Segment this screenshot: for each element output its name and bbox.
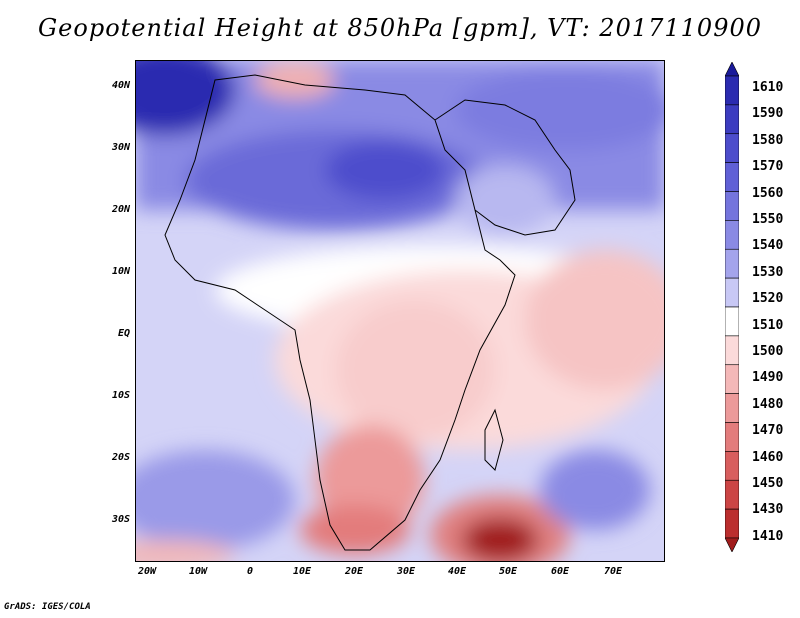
colorbar bbox=[725, 62, 739, 552]
colorbar-swatch bbox=[725, 191, 739, 221]
colorbar-swatch bbox=[725, 422, 739, 452]
geopotential-map bbox=[135, 60, 665, 562]
colorbar-label: 1450 bbox=[752, 476, 784, 491]
colorbar-swatch bbox=[725, 306, 739, 337]
lon-label-20w: 20W bbox=[137, 566, 157, 577]
colorbar-swatch bbox=[725, 162, 739, 192]
lon-label-50e: 50E bbox=[498, 566, 518, 577]
colorbar-swatch bbox=[725, 75, 739, 106]
lon-label-60e: 60E bbox=[550, 566, 570, 577]
colorbar-swatch bbox=[725, 479, 739, 510]
colorbar-label: 1460 bbox=[752, 449, 784, 465]
colorbar-label: 1570 bbox=[752, 159, 784, 175]
grads-credit: GrADS: IGES/COLA bbox=[4, 602, 91, 612]
lat-label-10s: 10S bbox=[111, 390, 130, 401]
lat-label-20n: 20N bbox=[111, 204, 130, 215]
colorbar-swatch bbox=[725, 537, 739, 552]
colorbar-label: 1500 bbox=[752, 344, 784, 359]
colorbar-swatch bbox=[725, 335, 739, 366]
map-title: Geopotential Height at 850hPa [gpm], VT:… bbox=[38, 14, 762, 42]
colorbar-swatch bbox=[725, 393, 739, 423]
colorbar-label: 1520 bbox=[752, 291, 784, 307]
lon-label-10e: 10E bbox=[292, 566, 312, 577]
colorbar-swatch bbox=[725, 364, 739, 394]
colorbar-swatch bbox=[725, 133, 739, 163]
lon-label-30e: 30E bbox=[396, 566, 416, 577]
colorbar-swatch bbox=[725, 451, 739, 481]
lat-label-40n: 40N bbox=[111, 80, 130, 91]
lat-label-30n: 30N bbox=[111, 142, 130, 153]
colorbar-label: 1550 bbox=[752, 212, 784, 227]
colorbar-label: 1610 bbox=[752, 80, 784, 95]
colorbar-label: 1540 bbox=[752, 238, 784, 254]
colorbar-label: 1510 bbox=[752, 317, 784, 333]
colorbar-swatch bbox=[725, 248, 739, 279]
colorbar-swatch bbox=[725, 220, 739, 250]
colorbar-label: 1430 bbox=[752, 502, 784, 518]
colorbar-label: 1410 bbox=[752, 528, 784, 544]
lat-label-10n: 10N bbox=[111, 266, 130, 277]
colorbar-swatch bbox=[725, 508, 739, 539]
colorbar-label: 1560 bbox=[752, 185, 784, 201]
lon-label-40e: 40E bbox=[447, 566, 467, 577]
lon-label-10w: 10W bbox=[188, 566, 208, 577]
colorbar-swatch bbox=[725, 277, 739, 308]
colorbar-label: 1580 bbox=[752, 132, 784, 148]
colorbar-label: 1470 bbox=[752, 423, 784, 439]
colorbar-label: 1490 bbox=[752, 370, 784, 386]
colorbar-label: 1530 bbox=[752, 264, 784, 280]
lon-label-0: 0 bbox=[246, 566, 254, 577]
lat-label-30s: 30S bbox=[111, 514, 130, 525]
colorbar-swatch bbox=[725, 62, 739, 77]
lat-label-20s: 20S bbox=[111, 452, 130, 463]
lat-label-eq: EQ bbox=[117, 328, 130, 339]
lon-label-20e: 20E bbox=[344, 566, 364, 577]
lon-label-70e: 70E bbox=[603, 566, 623, 577]
colorbar-label: 1590 bbox=[752, 106, 784, 122]
colorbar-swatch bbox=[725, 104, 739, 135]
colorbar-label: 1480 bbox=[752, 396, 784, 412]
